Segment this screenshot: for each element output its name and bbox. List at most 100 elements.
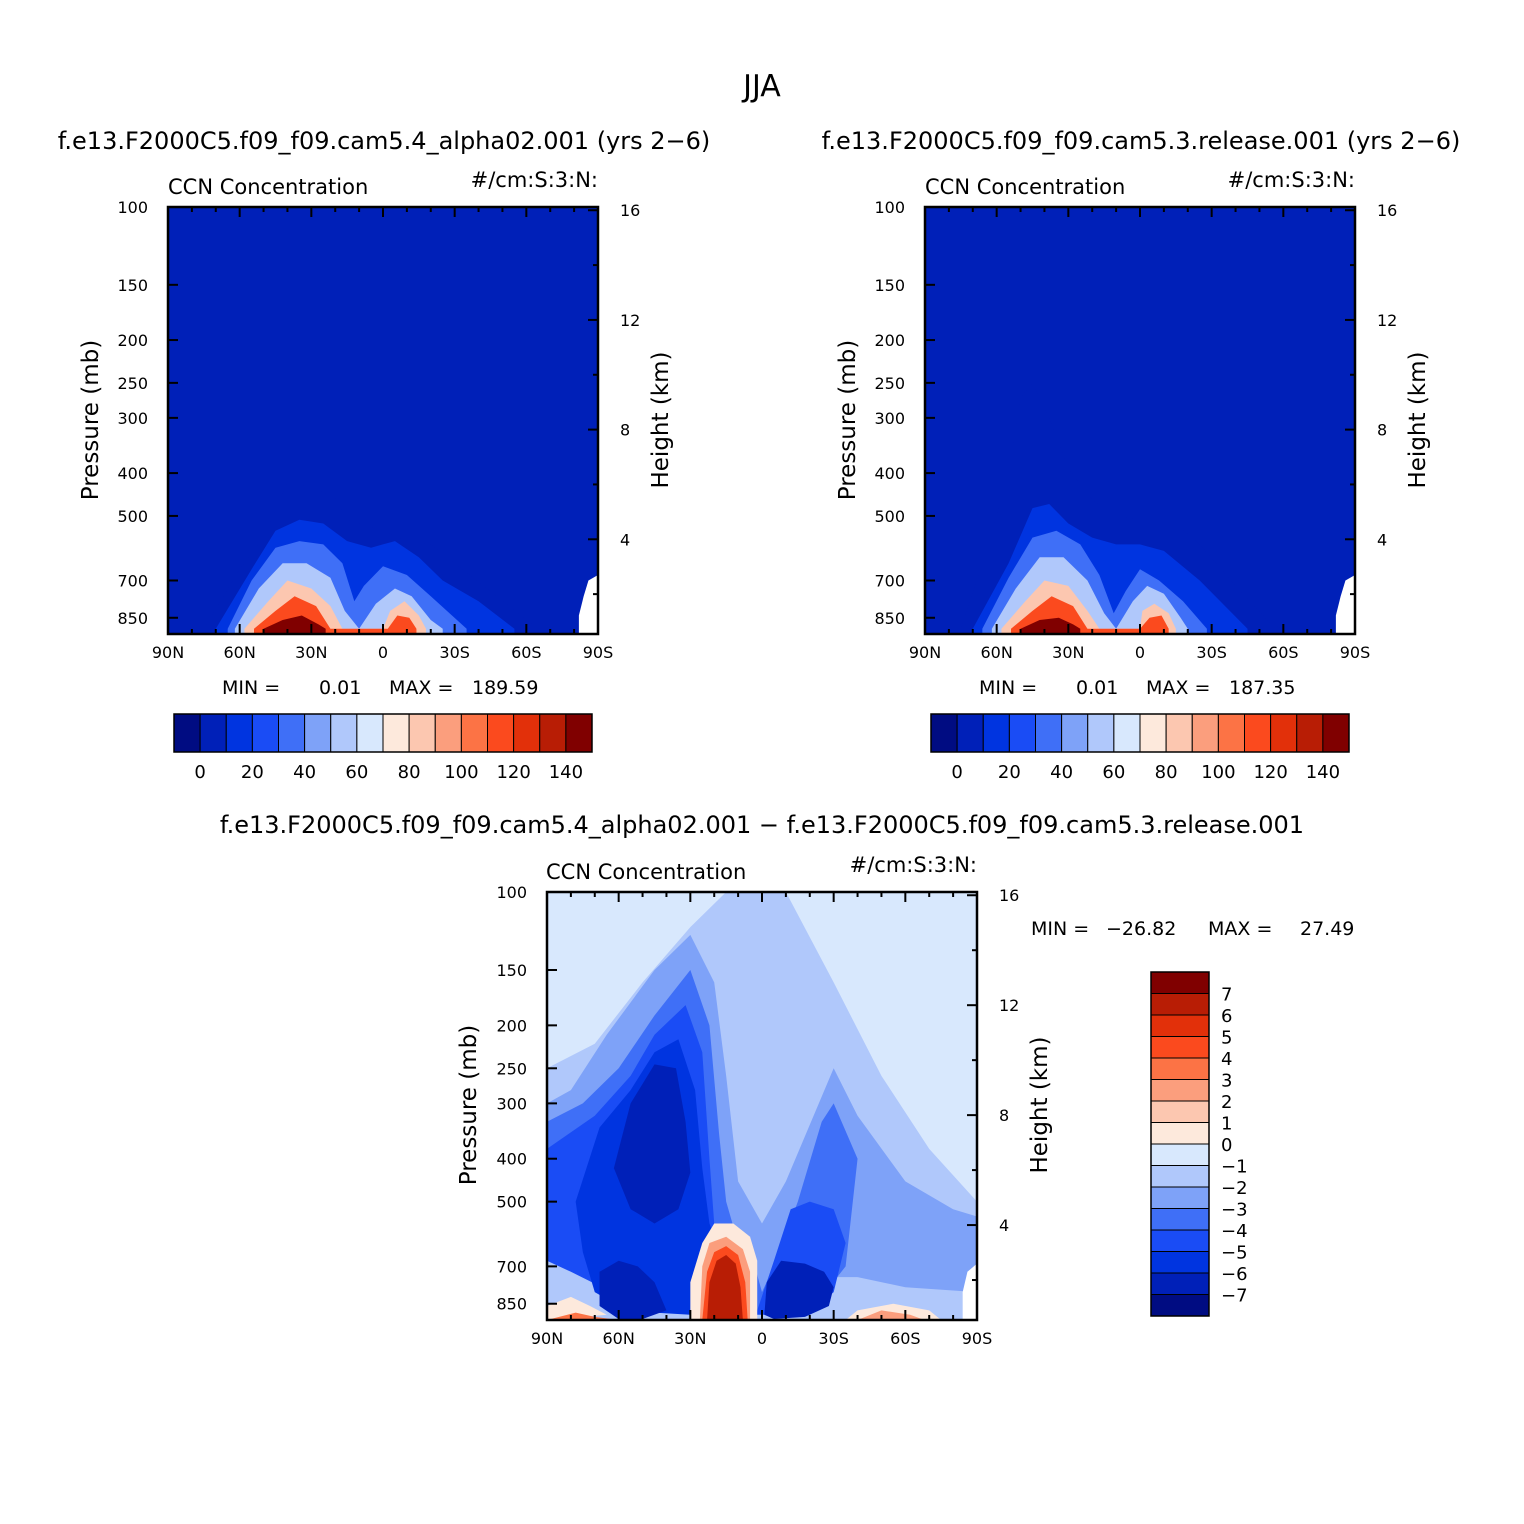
y2-tick-label: 4 (999, 1216, 1009, 1235)
panel-3-right-label: #/cm:S:3:N: (850, 853, 977, 877)
colorbar-swatch (1150, 1186, 1210, 1209)
colorbar-swatch (173, 713, 201, 753)
colorbar-label: 40 (1050, 762, 1073, 783)
colorbar-label: 5 (1221, 1028, 1232, 1049)
panel-2-ylabel: Pressure (mb) (835, 340, 861, 500)
x-tick-label: 30N (295, 643, 327, 662)
colorbar-swatch (1139, 713, 1167, 753)
panel-1-max-label: MAX = (389, 677, 453, 699)
contour-region-6 (599, 1260, 667, 1319)
panel-1-ylabel: Pressure (mb) (78, 340, 104, 500)
panel-2-min-value: 0.01 (1076, 677, 1118, 699)
colorbar-swatch (225, 713, 253, 753)
y-tick-label: 850 (496, 1295, 527, 1314)
panel-2-right-label: #/cm:S:3:N: (1228, 168, 1355, 192)
colorbar-swatch (1150, 1122, 1210, 1145)
panel-3-max-label: MAX = (1208, 918, 1272, 940)
colorbar-swatch (930, 713, 958, 753)
panel-2-plot-area: 90N 60N 30N 0 30S 60S 90S 100 150 200 250 300 400 500… (874, 198, 1397, 662)
y2-tick-label: 16 (1377, 201, 1397, 220)
x-tick-label: 0 (1135, 643, 1145, 662)
y2-tick-label: 4 (1377, 530, 1387, 549)
contour-region-9 (547, 1312, 619, 1320)
y-tick-label: 250 (874, 374, 905, 393)
panel-3-field (547, 892, 977, 1320)
panel-3-plot-area: 90N 60N 30N 0 30S 60S 90S 100 150 200 250 300 400 500… (496, 883, 1019, 1348)
colorbar-swatch (539, 713, 567, 753)
colorbar-label: 120 (496, 762, 530, 783)
panel-1-right-label: #/cm:S:3:N: (471, 168, 598, 192)
colorbar-label: 4 (1221, 1049, 1232, 1070)
colorbar-label: 20 (241, 762, 264, 783)
panel-1-left-label: CCN Concentration (168, 175, 368, 199)
panel-1-min-label: MIN = (222, 677, 280, 699)
colorbar-swatch (199, 713, 227, 753)
panel-1-case-title: f.e13.F2000C5.f09_f09.cam5.4_alpha02.001… (58, 127, 711, 155)
colorbar-frame (173, 713, 593, 753)
y-tick-label: 100 (496, 883, 527, 902)
panel-1-max-value: 189.59 (472, 677, 538, 699)
colorbar-label: 2 (1221, 1092, 1232, 1113)
colorbar-swatch (382, 713, 410, 753)
missing-data-region (1335, 574, 1355, 634)
missing-data-region (962, 1263, 977, 1320)
x-tick-label: 60S (1268, 643, 1299, 662)
colorbar-swatch (956, 713, 984, 753)
x-tick-label: 90S (962, 1329, 993, 1348)
contour-region-8 (547, 1296, 607, 1320)
y-tick-label: 700 (117, 572, 148, 591)
colorbar-swatch (487, 713, 515, 753)
colorbar-swatch (278, 713, 306, 753)
x-tick-label: 90N (152, 643, 184, 662)
y-tick-label: 300 (496, 1094, 527, 1113)
panel-3-max-value: 27.49 (1300, 918, 1354, 940)
panel-1-min-value: 0.01 (319, 677, 361, 699)
colorbar-swatch (1150, 1294, 1210, 1317)
colorbar-label: −5 (1221, 1243, 1248, 1264)
contour-level-140 (1020, 617, 1081, 634)
colorbar-swatch (251, 713, 279, 753)
colorbar-swatch (513, 713, 541, 753)
colorbar-swatch (1061, 713, 1089, 753)
colorbar-label: −2 (1221, 1178, 1248, 1199)
colorbar-label: 100 (444, 762, 478, 783)
colorbar-label: 60 (345, 762, 368, 783)
y-tick-label: 500 (874, 507, 905, 526)
colorbar-label: 120 (1253, 762, 1287, 783)
y2-tick-label: 16 (999, 886, 1019, 905)
colorbar-swatch (1322, 713, 1350, 753)
y-tick-label: 700 (874, 572, 905, 591)
colorbar-label: 40 (293, 762, 316, 783)
panel-2-max-label: MAX = (1146, 677, 1210, 699)
colorbar-swatch (1087, 713, 1115, 753)
panel-1-field (168, 207, 598, 634)
colorbar-swatch (1150, 1272, 1210, 1295)
x-tick-label: 30N (1052, 643, 1084, 662)
y-tick-label: 150 (496, 961, 527, 980)
colorbar-label: 0 (951, 762, 962, 783)
y-tick-label: 400 (117, 464, 148, 483)
x-tick-label: 90N (909, 643, 941, 662)
colorbar-swatch (1270, 713, 1298, 753)
colorbar-label: 20 (998, 762, 1021, 783)
missing-data-region (578, 574, 598, 634)
x-tick-label: 60N (981, 643, 1013, 662)
colorbar-label: 7 (1221, 985, 1232, 1006)
y-tick-label: 300 (874, 409, 905, 428)
colorbar-label: 80 (1155, 762, 1178, 783)
x-tick-label: 60N (603, 1329, 635, 1348)
colorbar-swatch (1150, 1036, 1210, 1059)
y-tick-label: 250 (117, 374, 148, 393)
panel-2-field (925, 207, 1355, 634)
panel-3-ylabel: Pressure (mb) (456, 1025, 482, 1185)
colorbar-label: 100 (1201, 762, 1235, 783)
panel-2-left-label: CCN Concentration (925, 175, 1125, 199)
y2-tick-label: 4 (620, 530, 630, 549)
colorbar-swatch (1035, 713, 1063, 753)
x-tick-label: 90S (1340, 643, 1371, 662)
y2-tick-label: 8 (1377, 421, 1387, 440)
colorbar-swatch (1113, 713, 1141, 753)
colorbar-label: 140 (1306, 762, 1340, 783)
y-tick-label: 500 (496, 1193, 527, 1212)
x-tick-label: 60S (511, 643, 542, 662)
